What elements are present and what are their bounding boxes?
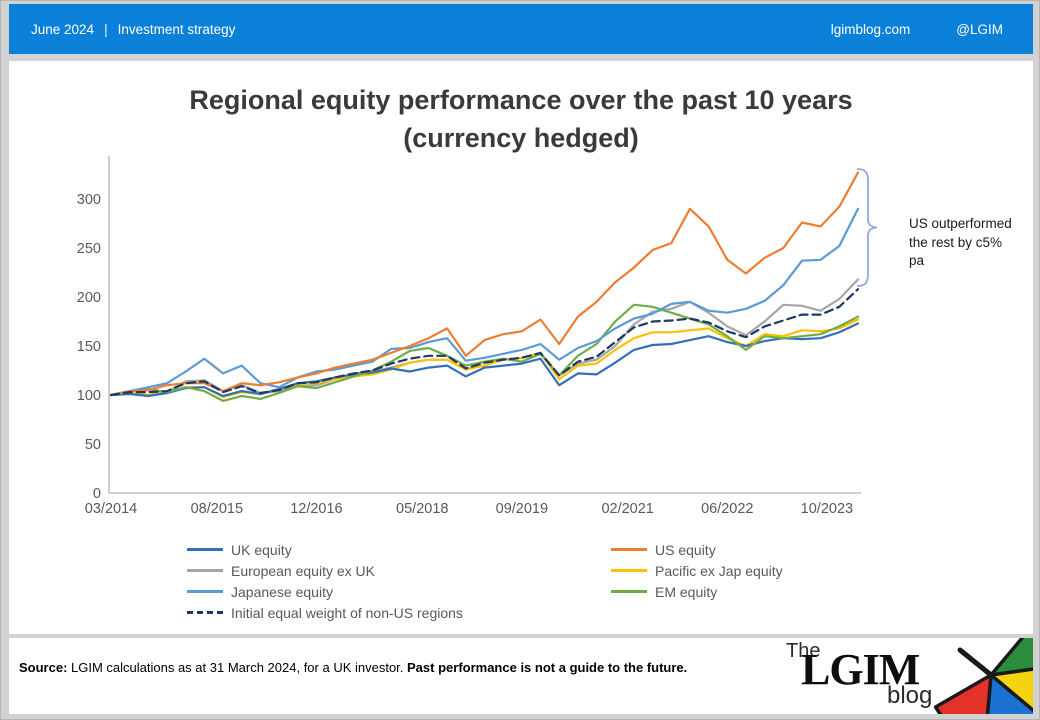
legend-row: UK equity US equity: [187, 539, 887, 560]
x-tick-label: 12/2016: [290, 501, 342, 517]
plot-area: 0 50 100 150 200 250 300 03/2014 08/2015 12/2016 0…: [77, 156, 878, 517]
y-tick-label: 0: [93, 486, 101, 502]
source-text: LGIM calculations as at 31 March 2024, f…: [67, 660, 408, 675]
header-bar: June 2024 | Investment strategy lgimblog…: [9, 4, 1033, 54]
legend-label-uk: UK equity: [231, 541, 292, 558]
x-tick-label: 06/2022: [701, 501, 753, 517]
legend-item-european: European equity ex UK: [187, 563, 611, 579]
legend-swatch-eqw: [187, 611, 223, 614]
legend-swatch-uk: [187, 548, 223, 551]
legend-item-pacific: Pacific ex Jap equity: [611, 563, 783, 579]
y-tick-label: 150: [77, 339, 101, 355]
legend-label-us: US equity: [655, 541, 716, 558]
annotation-callout: US outperformed the rest by c5% pa: [909, 216, 1012, 269]
logo-the: The: [786, 640, 821, 662]
x-tick-label: 02/2021: [601, 501, 653, 517]
header-right: lgimblog.com @LGIM: [831, 22, 1003, 37]
y-tick-label: 300: [77, 192, 101, 208]
legend: UK equity US equity European equity ex UK P…: [187, 539, 887, 623]
page-title: Regional equity performance over the pas…: [9, 81, 1033, 157]
legend-item-japanese: Japanese equity: [187, 584, 611, 600]
legend-row: Initial equal weight of non-US regions: [187, 602, 887, 623]
header-section: Investment strategy: [117, 21, 236, 37]
logo-blog: blog: [887, 682, 933, 709]
disclaimer-text: Past performance is not a guide to the f…: [407, 660, 688, 675]
legend-swatch-european: [187, 569, 223, 572]
y-tick-label: 200: [77, 290, 101, 306]
x-tick-label: 03/2014: [85, 501, 137, 517]
legend-swatch-us: [611, 548, 647, 551]
x-tick-label: 10/2023: [801, 501, 853, 517]
logo-lgim: LGIM: [801, 645, 920, 694]
x-tick-label: 09/2019: [496, 501, 548, 517]
legend-item-em: EM equity: [611, 584, 717, 600]
header-divider: |: [104, 21, 108, 37]
y-tick-label: 50: [85, 437, 101, 453]
y-tick-label: 100: [77, 388, 101, 404]
legend-item-eqw: Initial equal weight of non-US regions: [187, 605, 611, 621]
annotation-bracket: [856, 168, 878, 287]
header-date: June 2024: [31, 21, 95, 37]
source-label: Source:: [19, 660, 68, 675]
legend-item-us: US equity: [611, 542, 716, 558]
legend-label-em: EM equity: [655, 583, 718, 600]
page-title-line1: Regional equity performance over the pas…: [189, 85, 853, 115]
source-note: Source: LGIM calculations as at 31 March…: [19, 660, 687, 675]
legend-item-uk: UK equity: [187, 542, 611, 558]
legend-row: Japanese equity EM equity: [187, 581, 887, 602]
legend-swatch-pacific: [611, 569, 647, 572]
series-line-us: [109, 171, 860, 397]
legend-row: European equity ex UK Pacific ex Jap equi…: [187, 560, 887, 581]
page-title-line2: (currency hedged): [403, 123, 639, 153]
header-site-link[interactable]: lgimblog.com: [830, 21, 911, 37]
x-tick-label: 05/2018: [396, 501, 448, 517]
chart-panel: Regional equity performance over the pas…: [9, 61, 1033, 634]
series-line-japanese: [109, 207, 860, 397]
series-line-uk: [109, 322, 860, 398]
y-tick-label: 250: [77, 241, 101, 257]
umbrella-icon: [933, 638, 1033, 714]
header-left: June 2024 | Investment strategy: [31, 22, 235, 37]
legend-label-japanese: Japanese equity: [231, 583, 333, 600]
legend-swatch-em: [611, 590, 647, 593]
footer-bar: Source: LGIM calculations as at 31 March…: [9, 638, 1033, 714]
legend-label-european: European equity ex UK: [231, 562, 375, 579]
series-line-eqw: [109, 288, 860, 397]
legend-label-eqw: Initial equal weight of non-US regions: [231, 604, 463, 621]
header-social-handle[interactable]: @LGIM: [956, 21, 1003, 37]
legend-swatch-japanese: [187, 590, 223, 593]
legend-label-pacific: Pacific ex Jap equity: [655, 562, 783, 579]
series-line-em: [109, 303, 860, 402]
x-tick-label: 08/2015: [191, 501, 243, 517]
